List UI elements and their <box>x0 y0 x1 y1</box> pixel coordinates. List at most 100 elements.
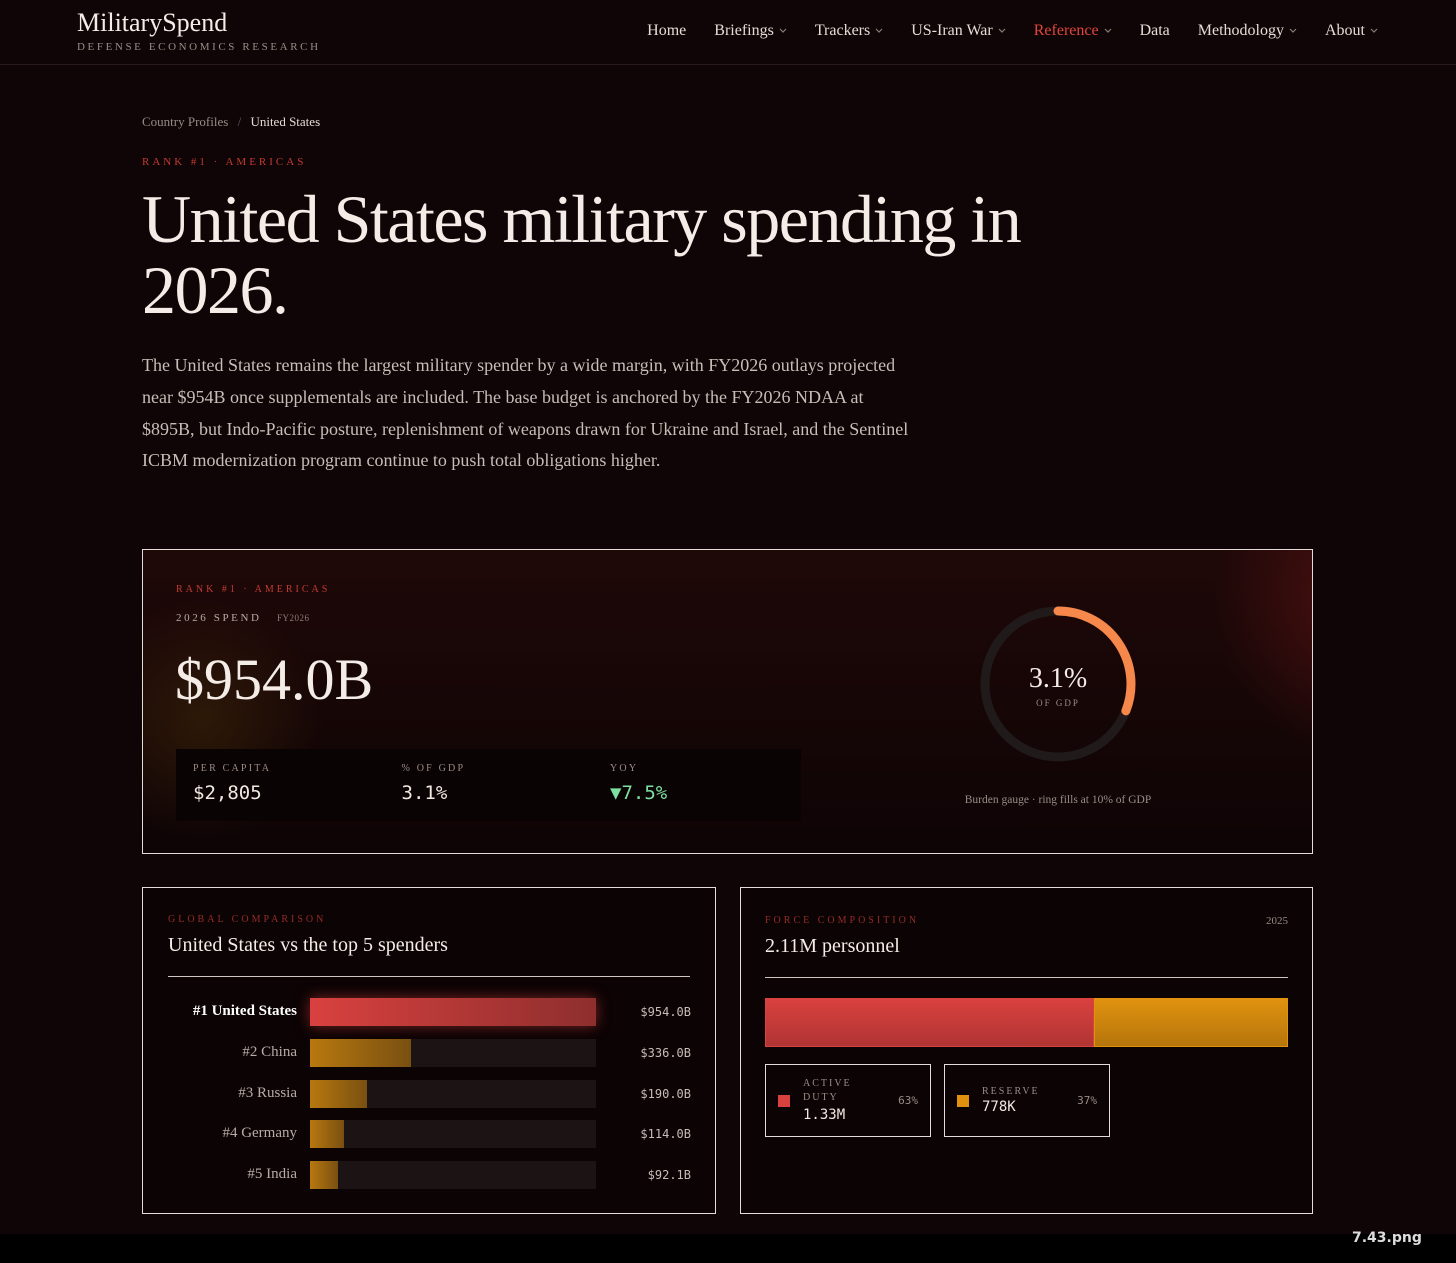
legend-value: 778K <box>982 1099 1016 1115</box>
bar-label: #1 United States <box>192 1003 297 1019</box>
legend-value: 1.33M <box>803 1107 846 1123</box>
card-eyebrow: RANK #1 · AMERICAS <box>176 584 331 595</box>
legend-share: 37% <box>1077 1094 1097 1107</box>
force-card: FORCE COMPOSITION 2025 2.11M personnel <box>740 887 1313 1214</box>
bar-label: #5 India <box>247 1166 297 1183</box>
page-title: United States military spending in 2026. <box>142 181 1022 328</box>
legend-swatch <box>957 1095 969 1107</box>
bar-value-label: $92.1B <box>647 1168 691 1183</box>
nav-link-label[interactable]: Home <box>647 22 687 39</box>
nav-link-label[interactable]: Trackers <box>814 22 871 39</box>
tagline: DEFENSE ECONOMICS RESEARCH <box>77 41 321 53</box>
card-title: 2.11M personnel <box>765 935 900 957</box>
eyebrow: RANK #1 · AMERICAS <box>142 156 307 168</box>
spend-card: RANK #1 · AMERICAS 2026 SPEND FY2026 $95… <box>142 549 1313 854</box>
nav-link[interactable]: Briefings <box>714 22 787 40</box>
legend-box: RESERVE 778K 37% <box>944 1064 1110 1137</box>
card-eyebrow: FORCE COMPOSITION <box>765 915 920 926</box>
stat-label: YOY <box>610 763 639 774</box>
divider <box>765 977 1288 978</box>
spend-label: 2026 SPEND FY2026 <box>176 612 309 624</box>
legend-swatch <box>778 1095 790 1107</box>
bar-track <box>310 1079 596 1108</box>
nav-link-label[interactable]: Briefings <box>714 22 774 39</box>
breadcrumb: Country Profiles / United States <box>142 114 320 130</box>
bar-track <box>310 1161 596 1190</box>
bar-value-label: $336.0B <box>640 1045 691 1060</box>
stacked-segment <box>1094 998 1288 1047</box>
bar <box>310 1161 338 1190</box>
gauge-caption: Burden gauge · ring fills at 10% of GDP <box>964 794 1152 806</box>
legend-share: 63% <box>898 1094 918 1107</box>
card-title: United States vs the top 5 spenders <box>168 934 448 956</box>
viewer-bar: 7.43.png <box>0 1230 1456 1263</box>
breadcrumb-separator: / <box>237 114 242 129</box>
divider <box>168 976 690 977</box>
nav-link[interactable]: Data <box>1140 22 1170 40</box>
chevron <box>1104 28 1112 33</box>
bar <box>310 998 596 1026</box>
bar-label: #4 Germany <box>222 1125 297 1142</box>
gauge-value: 3.1% <box>1028 663 1088 694</box>
nav-link-label[interactable]: US-Iran War <box>911 22 993 39</box>
dropdown-icon <box>1370 28 1378 33</box>
card-eyebrow: GLOBAL COMPARISON <box>168 914 327 925</box>
nav-links: Home Briefings Trackers US-Iran War Referenc… <box>647 22 1378 40</box>
nav-link-label[interactable]: About <box>1325 22 1365 39</box>
nav-link-label[interactable]: Reference <box>1033 22 1099 39</box>
dropdown-icon <box>875 28 883 33</box>
legend-box: ACTIVE DUTY 1.33M 63% <box>765 1064 931 1137</box>
chevron <box>1289 28 1297 33</box>
bar-label: #2 China <box>242 1043 297 1060</box>
card-year: 2025 <box>1266 915 1288 927</box>
stat-label: PER CAPITA <box>193 763 272 774</box>
comparison-card: GLOBAL COMPARISON United States vs the t… <box>142 887 716 1214</box>
dropdown-icon <box>1104 28 1112 33</box>
dropdown-icon <box>779 28 787 33</box>
chevron <box>779 28 787 33</box>
spend-amount: $954.0B <box>175 647 374 712</box>
nav-link-label[interactable]: Methodology <box>1197 22 1284 39</box>
gauge-arc <box>1053 606 1136 716</box>
nav-link[interactable]: Home <box>647 22 686 40</box>
stat-value: ▼7.5% <box>610 782 668 804</box>
dropdown-icon <box>998 28 1006 33</box>
legend-name: ACTIVE DUTY <box>803 1078 852 1103</box>
legend-name: RESERVE <box>982 1086 1040 1097</box>
bar-track <box>310 1038 596 1067</box>
intro-text: The United States remains the largest mi… <box>142 355 909 471</box>
nav-link-label[interactable]: Data <box>1139 22 1170 39</box>
chevron <box>998 28 1006 33</box>
breadcrumb-current: United States <box>250 114 321 129</box>
nav-link[interactable]: About <box>1325 22 1378 40</box>
chevron <box>1370 28 1378 33</box>
bar-value-label: $954.0B <box>640 1005 691 1019</box>
file-label: 7.43.png <box>1352 1230 1422 1246</box>
spend-label-text: 2026 SPEND <box>176 612 262 624</box>
stats-strip: PER CAPITA $2,805 % OF GDP 3.1% YOY ▼7.5% <box>176 749 801 821</box>
bar <box>310 1120 345 1149</box>
bar <box>310 1038 411 1067</box>
nav-bar: MilitarySpend DEFENSE ECONOMICS RESEARCH… <box>0 0 1456 65</box>
gauge-unit: OF GDP <box>1036 698 1080 708</box>
bar-value-label: $190.0B <box>640 1086 691 1101</box>
stat-label: % OF GDP <box>401 763 466 774</box>
fiscal-year: FY2026 <box>276 613 310 623</box>
nav-link[interactable]: Trackers <box>815 22 883 40</box>
chevron <box>875 28 883 33</box>
bar <box>310 1079 367 1108</box>
stacked-segment <box>765 998 1095 1047</box>
nav-link[interactable]: Reference <box>1034 22 1112 40</box>
dropdown-icon <box>1289 28 1297 33</box>
stat-value: 3.1% <box>401 782 448 804</box>
stat-value: $2,805 <box>193 782 262 804</box>
breadcrumb-link[interactable]: Country Profiles <box>142 114 229 129</box>
bar-track <box>310 1120 596 1149</box>
nav-link[interactable]: Methodology <box>1198 22 1297 40</box>
bar-value-label: $114.0B <box>640 1127 691 1142</box>
nav-link[interactable]: US-Iran War <box>911 22 1006 40</box>
brand[interactable]: MilitarySpend <box>77 8 228 37</box>
bar-track <box>310 998 596 1026</box>
gauge <box>980 606 1136 762</box>
